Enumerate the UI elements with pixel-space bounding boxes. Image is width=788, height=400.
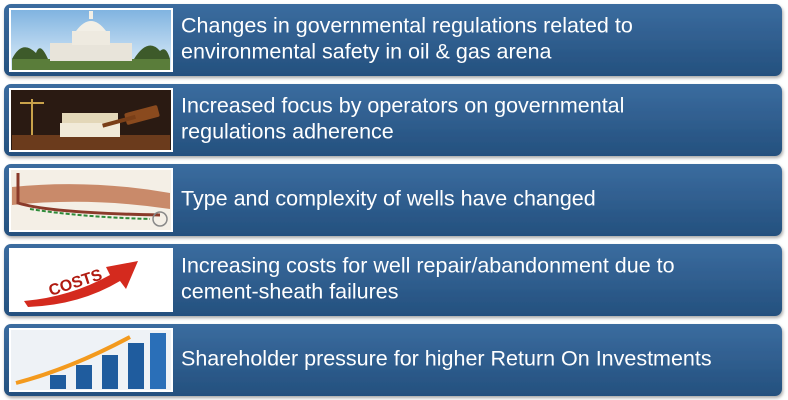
row-box (4, 324, 782, 396)
item-text: Shareholder pressure for higher Return O… (181, 347, 712, 371)
item-text: regulations adherence (181, 120, 394, 144)
item-text: Increasing costs for well repair/abandon… (181, 254, 675, 278)
rows: Changes in governmental regulations rela… (4, 4, 782, 396)
costs-image: COSTS (9, 248, 173, 312)
gavel-image (9, 88, 173, 152)
item-text: cement-sheath failures (181, 280, 399, 304)
item-text: environmental safety in oil & gas arena (181, 40, 552, 64)
capitol-image (9, 8, 173, 72)
row-box (4, 244, 782, 316)
item-text: Increased focus by operators on governme… (181, 94, 624, 118)
roi-image (9, 328, 173, 392)
item-text: Type and complexity of wells have change… (181, 187, 596, 211)
item-text: Changes in governmental regulations rela… (181, 14, 633, 38)
row-box (4, 4, 782, 76)
well-image (9, 168, 173, 232)
row-box (4, 164, 782, 236)
row-box (4, 84, 782, 156)
